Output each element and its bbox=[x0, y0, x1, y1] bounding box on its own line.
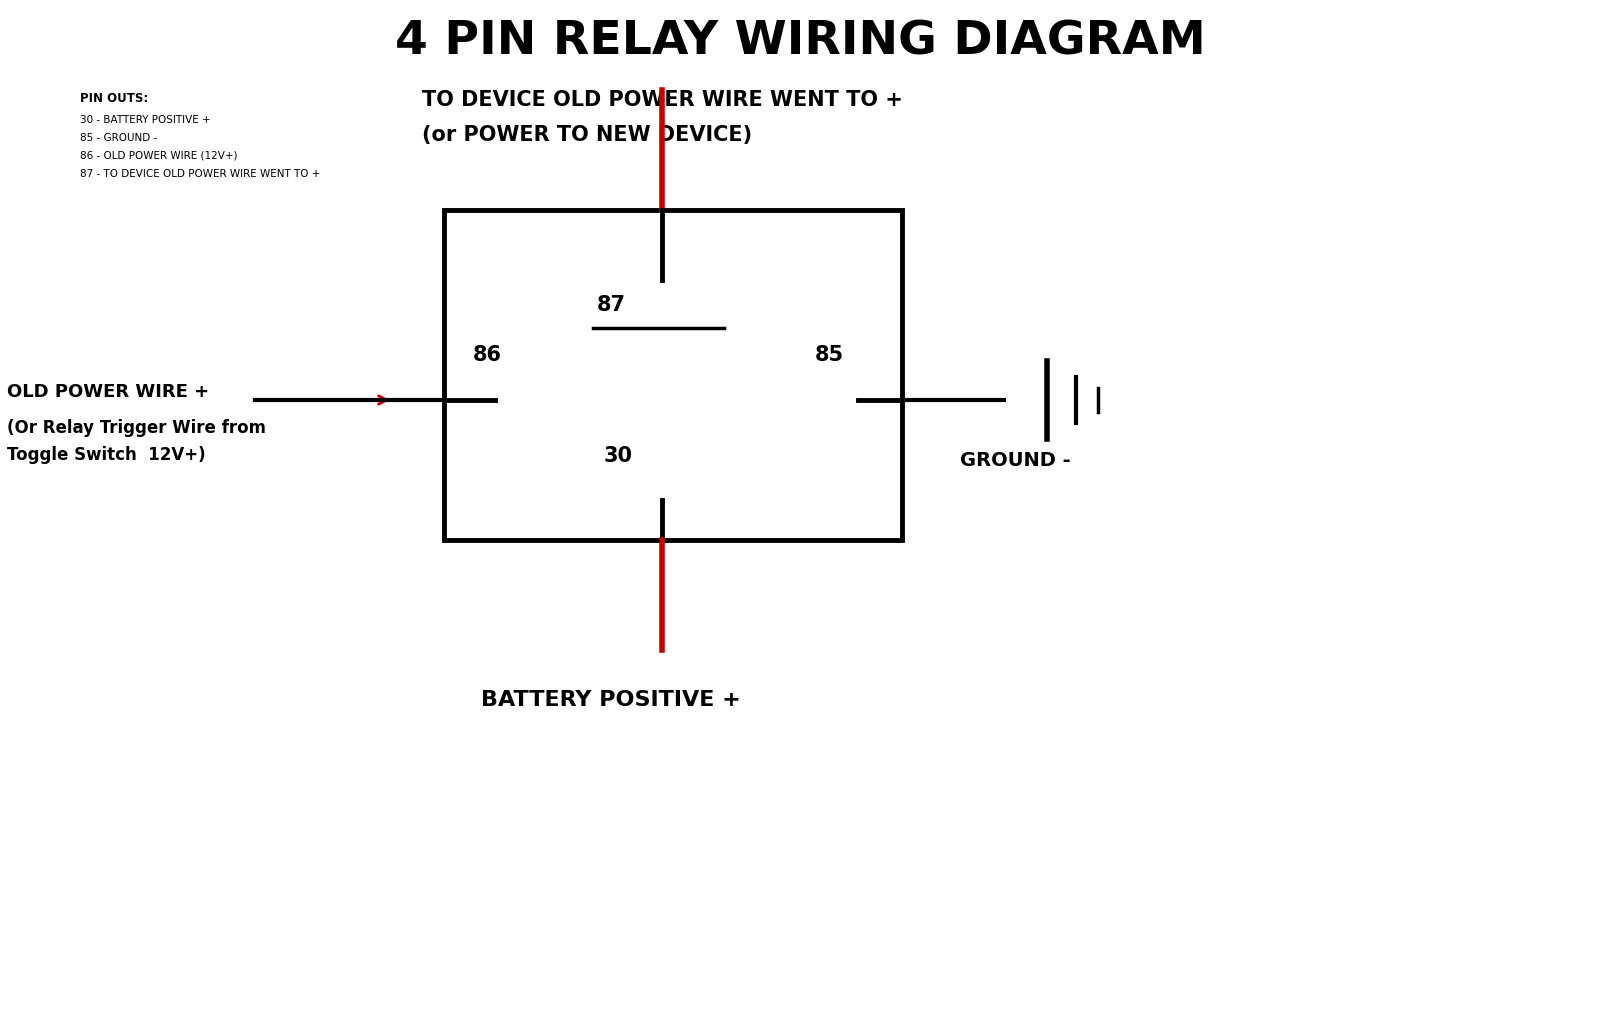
Text: PIN OUTS:: PIN OUTS: bbox=[80, 91, 149, 104]
Text: 87: 87 bbox=[597, 295, 626, 315]
Bar bbox=[443, 210, 902, 540]
Text: 30: 30 bbox=[603, 446, 632, 466]
Text: (or POWER TO NEW DEVICE): (or POWER TO NEW DEVICE) bbox=[422, 125, 752, 145]
Text: GROUND -: GROUND - bbox=[960, 451, 1070, 469]
Text: 4 PIN RELAY WIRING DIAGRAM: 4 PIN RELAY WIRING DIAGRAM bbox=[395, 19, 1205, 65]
Text: (Or Relay Trigger Wire from: (Or Relay Trigger Wire from bbox=[8, 419, 266, 437]
Text: 85 - GROUND -: 85 - GROUND - bbox=[80, 133, 157, 143]
Text: OLD POWER WIRE +: OLD POWER WIRE + bbox=[8, 383, 210, 401]
Text: 87 - TO DEVICE OLD POWER WIRE WENT TO +: 87 - TO DEVICE OLD POWER WIRE WENT TO + bbox=[80, 169, 320, 179]
Text: 30 - BATTERY POSITIVE +: 30 - BATTERY POSITIVE + bbox=[80, 115, 211, 125]
Text: TO DEVICE OLD POWER WIRE WENT TO +: TO DEVICE OLD POWER WIRE WENT TO + bbox=[422, 90, 902, 110]
Text: BATTERY POSITIVE +: BATTERY POSITIVE + bbox=[482, 690, 741, 710]
Text: 86 - OLD POWER WIRE (12V+): 86 - OLD POWER WIRE (12V+) bbox=[80, 151, 237, 161]
Text: 85: 85 bbox=[814, 345, 843, 365]
Text: 86: 86 bbox=[472, 345, 502, 365]
Text: Toggle Switch  12V+): Toggle Switch 12V+) bbox=[8, 446, 206, 464]
